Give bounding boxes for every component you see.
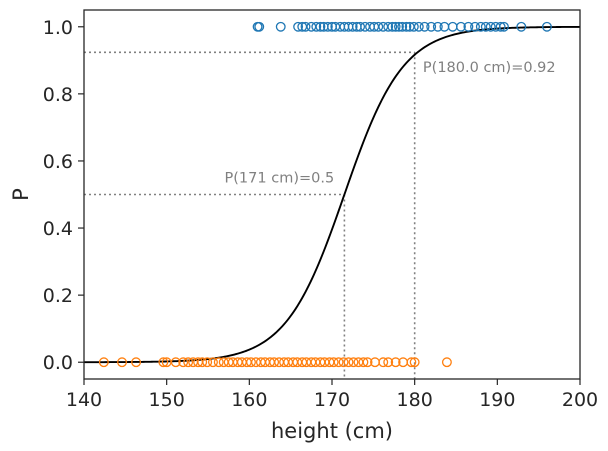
data-point-class1 xyxy=(390,21,401,32)
x-tick-label: 180 xyxy=(397,389,433,411)
data-point-class0 xyxy=(202,357,213,368)
data-point-class0 xyxy=(197,357,208,368)
data-point-class0 xyxy=(383,357,394,368)
x-tick-label: 150 xyxy=(149,389,185,411)
data-point-class0 xyxy=(348,357,359,368)
data-point-class1 xyxy=(485,21,496,32)
data-point-class1 xyxy=(470,21,480,32)
data-point-class1 xyxy=(315,21,326,32)
data-point-class0 xyxy=(183,357,194,368)
annotation-label: P(171 cm)=0.5 xyxy=(225,171,335,187)
data-point-class1 xyxy=(475,21,486,32)
data-point-class1 xyxy=(456,21,466,32)
data-point-class0 xyxy=(343,357,354,368)
data-point-class1 xyxy=(373,21,384,32)
annotation-label: P(180.0 cm)=0.92 xyxy=(423,60,556,76)
x-tick-label: 200 xyxy=(562,389,598,411)
data-point-class1 xyxy=(463,21,474,32)
data-point-class0 xyxy=(117,357,127,368)
plot-area: P(171 cm)=0.5 P(180.0 cm)=0.92 xyxy=(84,21,581,379)
data-point-class1 xyxy=(311,21,322,32)
data-point-class1 xyxy=(419,21,430,32)
data-point-class0 xyxy=(178,357,189,368)
data-point-class1 xyxy=(397,21,408,32)
data-point-class0 xyxy=(98,357,109,368)
x-tick-label: 170 xyxy=(314,389,350,411)
y-tick-label: 0.0 xyxy=(43,352,73,374)
data-point-class1 xyxy=(432,21,443,32)
x-axis-label: height (cm) xyxy=(271,419,393,443)
data-point-class1 xyxy=(426,21,437,32)
series-class1-points xyxy=(252,21,552,32)
y-axis-label: P xyxy=(9,188,33,201)
data-point-class1 xyxy=(347,21,358,32)
data-point-class0 xyxy=(338,357,349,368)
data-point-class0 xyxy=(362,357,373,368)
data-point-class0 xyxy=(409,357,420,368)
data-point-class1 xyxy=(541,21,552,32)
data-point-class1 xyxy=(413,21,424,32)
y-axis: 0.0 0.2 0.4 0.6 0.8 1.0 xyxy=(43,17,84,374)
data-point-class0 xyxy=(170,357,181,368)
x-axis: 140 150 160 170 180 190 200 xyxy=(66,379,598,411)
data-point-class1 xyxy=(387,21,398,32)
data-point-class0 xyxy=(269,357,280,368)
data-point-class1 xyxy=(293,21,304,32)
data-point-class0 xyxy=(213,357,224,368)
x-tick-label: 190 xyxy=(479,389,515,411)
data-point-class0 xyxy=(333,357,344,368)
data-point-class0 xyxy=(378,357,389,368)
data-point-class1 xyxy=(254,21,265,32)
data-point-class0 xyxy=(158,357,169,368)
y-tick-label: 0.8 xyxy=(43,84,73,106)
y-tick-label: 0.6 xyxy=(43,151,73,173)
data-point-class1 xyxy=(275,21,286,32)
data-point-class0 xyxy=(441,357,452,368)
data-point-class1 xyxy=(401,21,412,32)
data-point-class1 xyxy=(495,21,506,32)
data-point-class0 xyxy=(390,357,401,368)
data-point-class0 xyxy=(358,357,369,368)
y-tick-label: 0.2 xyxy=(43,285,73,307)
data-point-class1 xyxy=(300,21,311,32)
data-point-class1 xyxy=(498,21,509,32)
data-point-class1 xyxy=(355,21,366,32)
data-point-class0 xyxy=(328,357,339,368)
data-point-class1 xyxy=(383,21,394,32)
data-point-class1 xyxy=(408,21,419,32)
logistic-curve xyxy=(84,25,581,364)
data-point-class0 xyxy=(208,357,218,368)
data-point-class0 xyxy=(246,357,256,368)
data-point-class0 xyxy=(131,357,142,368)
data-point-class1 xyxy=(394,21,404,32)
x-tick-label: 140 xyxy=(66,389,102,411)
guide-lines xyxy=(84,51,416,379)
y-tick-label: 1.0 xyxy=(43,17,73,39)
data-point-class1 xyxy=(322,21,333,32)
y-tick-label: 0.4 xyxy=(43,218,73,240)
series-class0-points xyxy=(98,357,452,368)
data-point-class1 xyxy=(516,21,527,32)
data-point-class1 xyxy=(480,21,491,32)
x-tick-label: 160 xyxy=(231,389,267,411)
data-point-class0 xyxy=(406,357,417,368)
